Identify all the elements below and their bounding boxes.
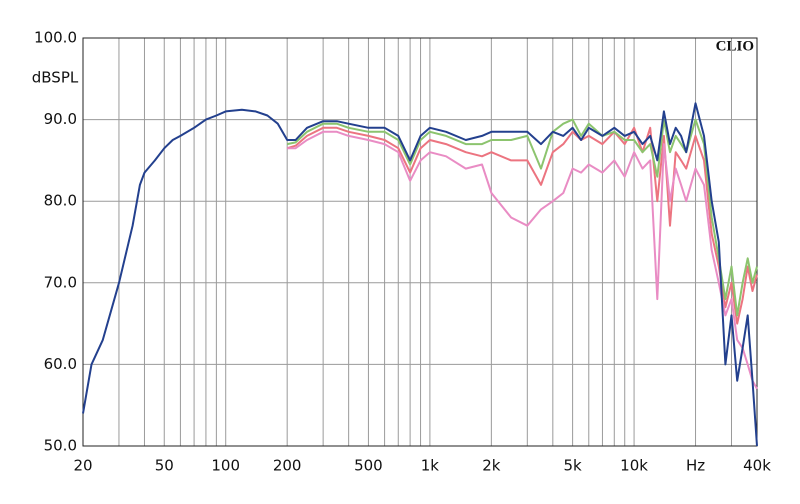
x-tick-label: 200 — [273, 457, 302, 475]
y-axis-label: dBSPL — [32, 69, 79, 87]
y-tick-label: 70.0 — [44, 273, 77, 291]
response-curve — [287, 118, 758, 317]
x-tick-label: Hz — [686, 457, 705, 475]
x-tick-label: 5k — [563, 457, 582, 475]
x-tick-label: 2k — [482, 457, 501, 475]
response-curve — [287, 130, 758, 390]
x-tick-label: 1k — [421, 457, 440, 475]
x-tick-label: 50 — [155, 457, 174, 475]
response-curve — [286, 126, 758, 325]
y-tick-label: 100.0 — [34, 29, 77, 47]
y-tick-label: 60.0 — [44, 355, 77, 373]
x-tick-label: 100 — [211, 457, 240, 475]
x-tick-label: 500 — [354, 457, 383, 475]
response-curve — [82, 102, 758, 447]
x-tick-label: 10k — [620, 457, 648, 475]
y-tick-label: 90.0 — [44, 110, 77, 128]
annotation: CLIO — [716, 38, 754, 54]
x-tick-label: 40k — [743, 457, 771, 475]
y-tick-label: 80.0 — [44, 192, 77, 210]
y-tick-label: 50.0 — [44, 437, 77, 455]
plot-frame — [82, 37, 758, 447]
x-tick-label: 20 — [73, 457, 92, 475]
